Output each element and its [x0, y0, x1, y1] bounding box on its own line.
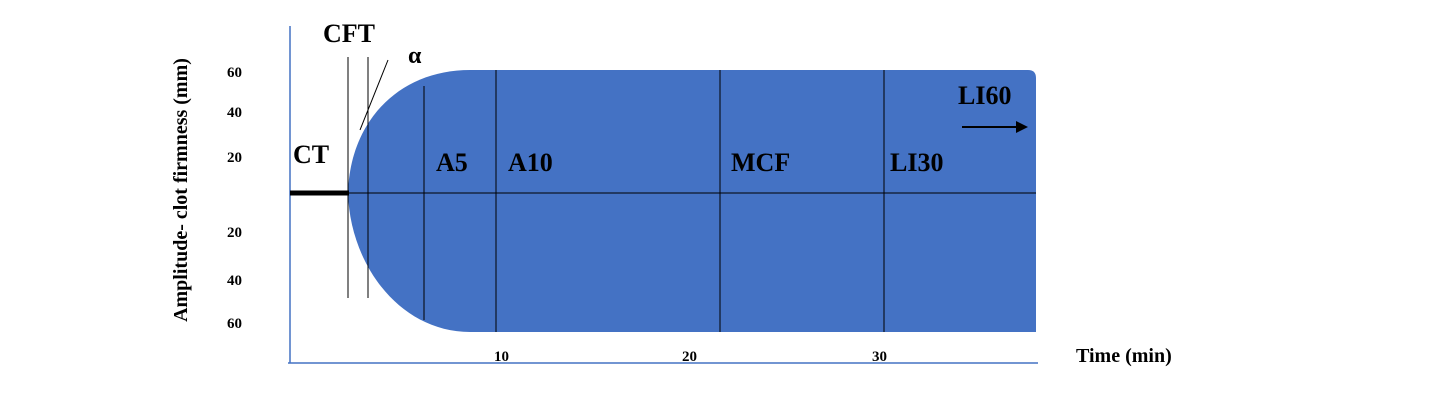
label-alpha: α [408, 43, 422, 69]
clot-firmness-shape [348, 70, 1036, 332]
label-cft: CFT [323, 19, 375, 48]
x-tick-10: 10 [494, 349, 509, 365]
label-ct: CT [293, 140, 329, 169]
x-tick-30: 30 [872, 349, 887, 365]
y-tick-lower-20: 20 [227, 225, 242, 241]
y-tick-lower-60: 60 [227, 316, 242, 332]
y-tick-upper-20: 20 [227, 150, 242, 166]
li60-arrow-head [1016, 121, 1028, 133]
label-a10: A10 [508, 148, 553, 177]
label-mcf: MCF [731, 148, 790, 177]
y-axis-title: Amplitude- clot firmness (mm) [170, 58, 192, 322]
alpha-tangent-line [359, 59, 389, 131]
label-li30: LI30 [890, 148, 943, 177]
label-li60: LI60 [958, 81, 1011, 110]
x-tick-20: 20 [682, 349, 697, 365]
y-tick-lower-40: 40 [227, 273, 242, 289]
label-a5: A5 [436, 148, 468, 177]
y-tick-upper-60: 60 [227, 65, 242, 81]
x-axis-title: Time (min) [1076, 345, 1172, 367]
y-tick-upper-40: 40 [227, 105, 242, 121]
